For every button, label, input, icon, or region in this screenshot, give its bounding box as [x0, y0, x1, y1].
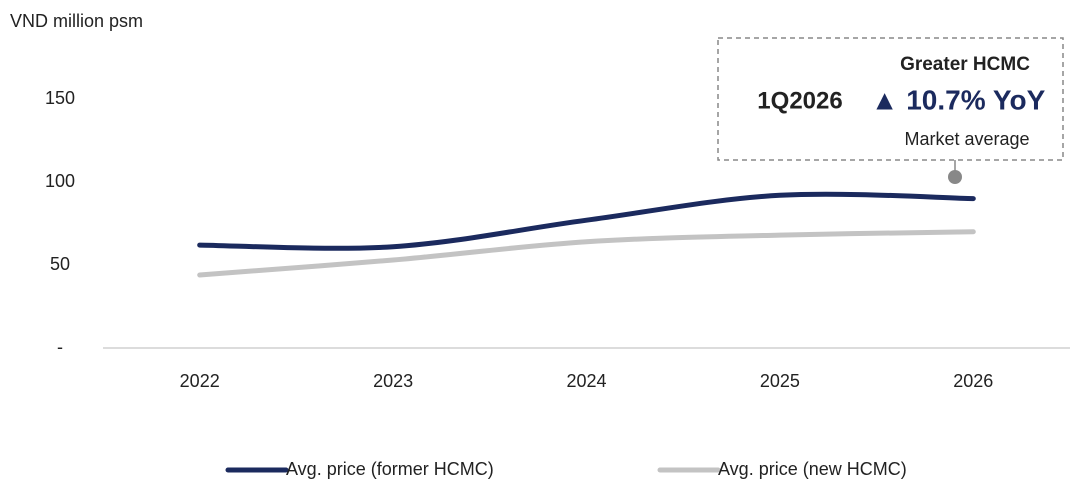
y-tick-label: 150 [45, 88, 75, 108]
annotation-change: ▲ 10.7% YoY [871, 84, 1046, 115]
x-tick-label: 2026 [953, 371, 993, 391]
x-tick-label: 2023 [373, 371, 413, 391]
x-tick-label: 2022 [180, 371, 220, 391]
annotation-heading: Greater HCMC [900, 54, 1030, 75]
x-tick-label: 2024 [566, 371, 606, 391]
legend-label: Avg. price (new HCMC) [718, 459, 907, 479]
series-line [197, 191, 976, 251]
legend-label: Avg. price (former HCMC) [286, 459, 494, 479]
y-tick-label: - [57, 337, 63, 357]
annotation-period: 1Q2026 [757, 87, 842, 114]
y-axis-label: VND million psm [10, 11, 143, 31]
y-tick-label: 100 [45, 171, 75, 191]
series-line [197, 229, 976, 278]
y-tick-label: 50 [50, 254, 70, 274]
annotation-dot [948, 170, 962, 184]
x-tick-label: 2025 [760, 371, 800, 391]
annotation-box [717, 37, 1064, 161]
annotation-note: Market average [904, 129, 1029, 149]
